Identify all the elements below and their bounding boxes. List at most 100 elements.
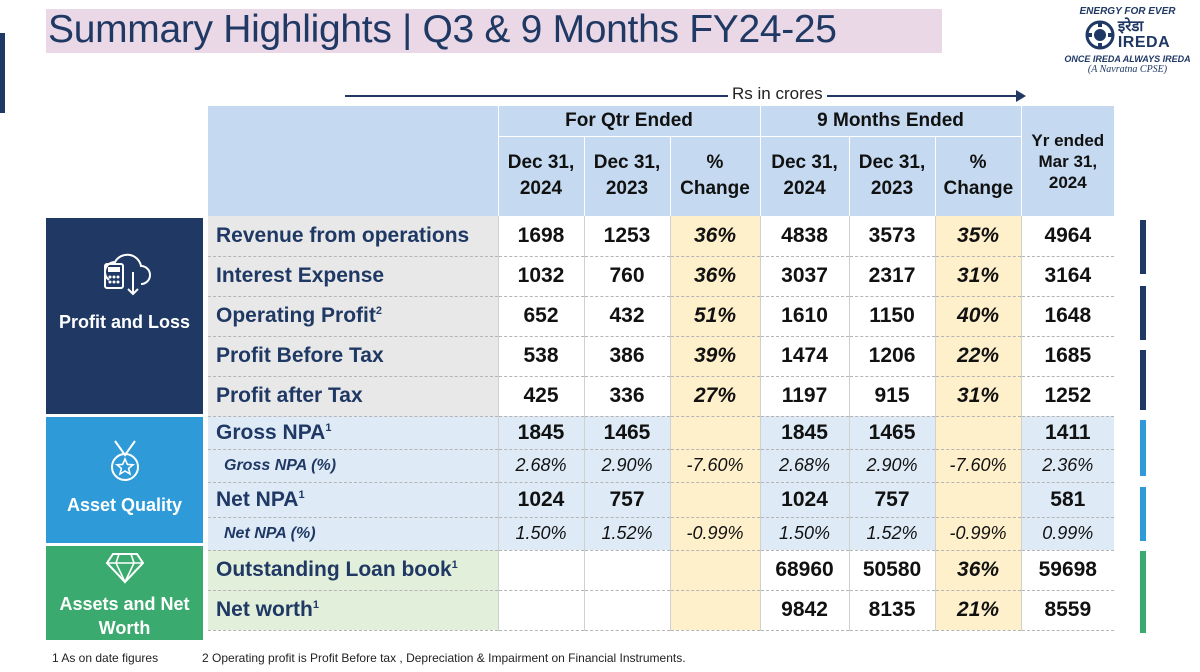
cell-9m-2024: 1474: [759, 336, 850, 377]
cell-q-change: 27%: [669, 376, 761, 417]
cell-q-change: 36%: [669, 216, 761, 257]
cell-9m-change: 22%: [934, 336, 1022, 377]
header-group-quarter: For Qtr Ended: [497, 106, 761, 137]
cell-9m-2023: 1150: [848, 296, 936, 337]
cell-q-2023: 2.90%: [583, 449, 670, 483]
cell-q-change: 39%: [669, 336, 761, 377]
header-group-nine-months: 9 Months Ended: [759, 106, 1022, 137]
header-q-dec-2024: Dec 31, 2024: [497, 136, 584, 216]
cell-9m-2023: 1206: [848, 336, 936, 377]
cell-9m-2023: 2317: [848, 256, 936, 297]
footnote-1: 1 As on date figures: [52, 651, 159, 665]
cell-q-2023: 1253: [583, 216, 670, 257]
table-row: Gross NPA (%) 2.68% 2.90% -7.60% 2.68% 2.90% -…: [208, 449, 1115, 483]
cell-9m-2024: 3037: [759, 256, 850, 297]
cell-q-change: -0.99%: [669, 517, 761, 551]
table-row: Profit Before Tax 538 386 39% 1474 1206 22% 168…: [208, 336, 1115, 377]
cell-9m-2023: 757: [848, 482, 936, 518]
row-footnote-marker: 1: [451, 559, 458, 571]
table-row: Operating Profit2 652 432 51% 1610 1150 40% 164…: [208, 296, 1115, 337]
ireda-emblem-icon: [1085, 20, 1115, 50]
cell-9m-change: 31%: [934, 376, 1022, 417]
row-label-text: Operating Profit: [216, 304, 376, 327]
logo-name-english: IREDA: [1117, 34, 1171, 51]
cell-9m-2024: 2.68%: [759, 449, 850, 483]
row-label-text: Net NPA: [216, 487, 299, 511]
row-label: Outstanding Loan book1: [208, 550, 498, 591]
cell-q-2023: 386: [583, 336, 670, 377]
right-bar-blue-2: [1140, 487, 1146, 541]
row-label-text: Outstanding Loan book: [216, 558, 452, 581]
table-row: Net NPA1 1024 757 1024 757 581: [208, 482, 1115, 518]
cell-year-ended: 2.36%: [1020, 449, 1115, 483]
logo-name-hindi: इरेडा: [1117, 18, 1144, 35]
cell-q-change: [669, 416, 761, 450]
row-label-text: Gross NPA: [216, 420, 326, 444]
cell-year-ended: 59698: [1020, 550, 1115, 591]
cell-q-2024: 1845: [497, 416, 584, 450]
cell-q-change: 36%: [669, 256, 761, 297]
cell-q-2023: [583, 550, 670, 591]
cell-q-2024: 1024: [497, 482, 584, 518]
cell-q-2023: [583, 590, 670, 631]
units-arrow-line: [345, 95, 1019, 97]
cell-9m-2023: 915: [848, 376, 936, 417]
row-label: Operating Profit2: [208, 296, 498, 337]
cell-9m-change: 31%: [934, 256, 1022, 297]
ireda-logo: ENERGY FOR EVER इरेडा IREDA ONCE IREDA A…: [1060, 6, 1195, 96]
table-row: Net NPA (%) 1.50% 1.52% -0.99% 1.50% 1.52% -0.…: [208, 517, 1115, 551]
section-assets-networth-label: Assets and Net Worth: [59, 594, 190, 638]
header-q-dec-2023: Dec 31, 2023: [583, 136, 670, 216]
cell-year-ended: 1685: [1020, 336, 1115, 377]
row-label-text: Interest Expense: [216, 264, 385, 287]
right-bar-navy-2: [1140, 286, 1146, 340]
right-bar-green: [1140, 551, 1146, 633]
cell-9m-2023: 50580: [848, 550, 936, 591]
header-9m-dec-2024: Dec 31, 2024: [759, 136, 850, 216]
section-asset-quality: Asset Quality: [46, 417, 203, 543]
row-label: Interest Expense: [208, 256, 498, 297]
header-9m-dec-2023: Dec 31, 2023: [848, 136, 936, 216]
row-label: Gross NPA1: [208, 416, 498, 450]
left-accent-bar: [0, 33, 5, 113]
cell-9m-2024: 1610: [759, 296, 850, 337]
cell-q-2024: 1.50%: [497, 517, 584, 551]
cell-q-change: -7.60%: [669, 449, 761, 483]
row-label-text: Profit after Tax: [216, 384, 363, 407]
right-bar-navy-1: [1140, 220, 1146, 274]
cell-9m-change: -0.99%: [934, 517, 1022, 551]
row-footnote-marker: 1: [325, 421, 332, 434]
calculator-cloud-icon: [103, 253, 151, 296]
row-label-text: Revenue from operations: [216, 223, 470, 247]
logo-tagline-bottom: ONCE IREDA ALWAYS IREDA: [1064, 54, 1191, 64]
cell-q-change: [669, 482, 761, 518]
cell-year-ended: 8559: [1020, 590, 1115, 631]
table-row: Gross NPA1 1845 1465 1845 1465 1411: [208, 416, 1115, 450]
cell-9m-2024: 1197: [759, 376, 850, 417]
cell-year-ended: 3164: [1020, 256, 1115, 297]
cell-9m-2023: 8135: [848, 590, 936, 631]
cell-year-ended: 1648: [1020, 296, 1115, 337]
cell-q-2023: 757: [583, 482, 670, 518]
table-row: Revenue from operations 1698 1253 36% 4838 35…: [208, 216, 1115, 257]
cell-q-2024: 1698: [497, 216, 584, 257]
row-label: Profit after Tax: [208, 376, 498, 417]
logo-tagline-top: ENERGY FOR EVER: [1079, 6, 1176, 17]
cell-9m-change: 35%: [934, 216, 1022, 257]
section-profit-loss: Profit and Loss: [46, 218, 203, 414]
cell-9m-2023: 2.90%: [848, 449, 936, 483]
row-footnote-marker: 2: [375, 305, 382, 317]
row-label: Revenue from operations: [208, 216, 498, 257]
cell-year-ended: 0.99%: [1020, 517, 1115, 551]
table-row: Outstanding Loan book1 68960 50580 36% 59698: [208, 550, 1115, 591]
cell-9m-change: 36%: [934, 550, 1022, 591]
cell-q-2024: 538: [497, 336, 584, 377]
header-q-change: % Change: [669, 136, 761, 216]
cell-q-2023: 336: [583, 376, 670, 417]
section-assets-networth: Assets and Net Worth: [46, 546, 203, 640]
cell-9m-2023: 1.52%: [848, 517, 936, 551]
row-label-text: Gross NPA (%): [224, 456, 337, 474]
cell-year-ended: 1252: [1020, 376, 1115, 417]
footnote-2: 2 Operating profit is Profit Before tax …: [202, 651, 686, 665]
summary-table: For Qtr Ended 9 Months Ended Yr ended Ma…: [208, 106, 1115, 631]
